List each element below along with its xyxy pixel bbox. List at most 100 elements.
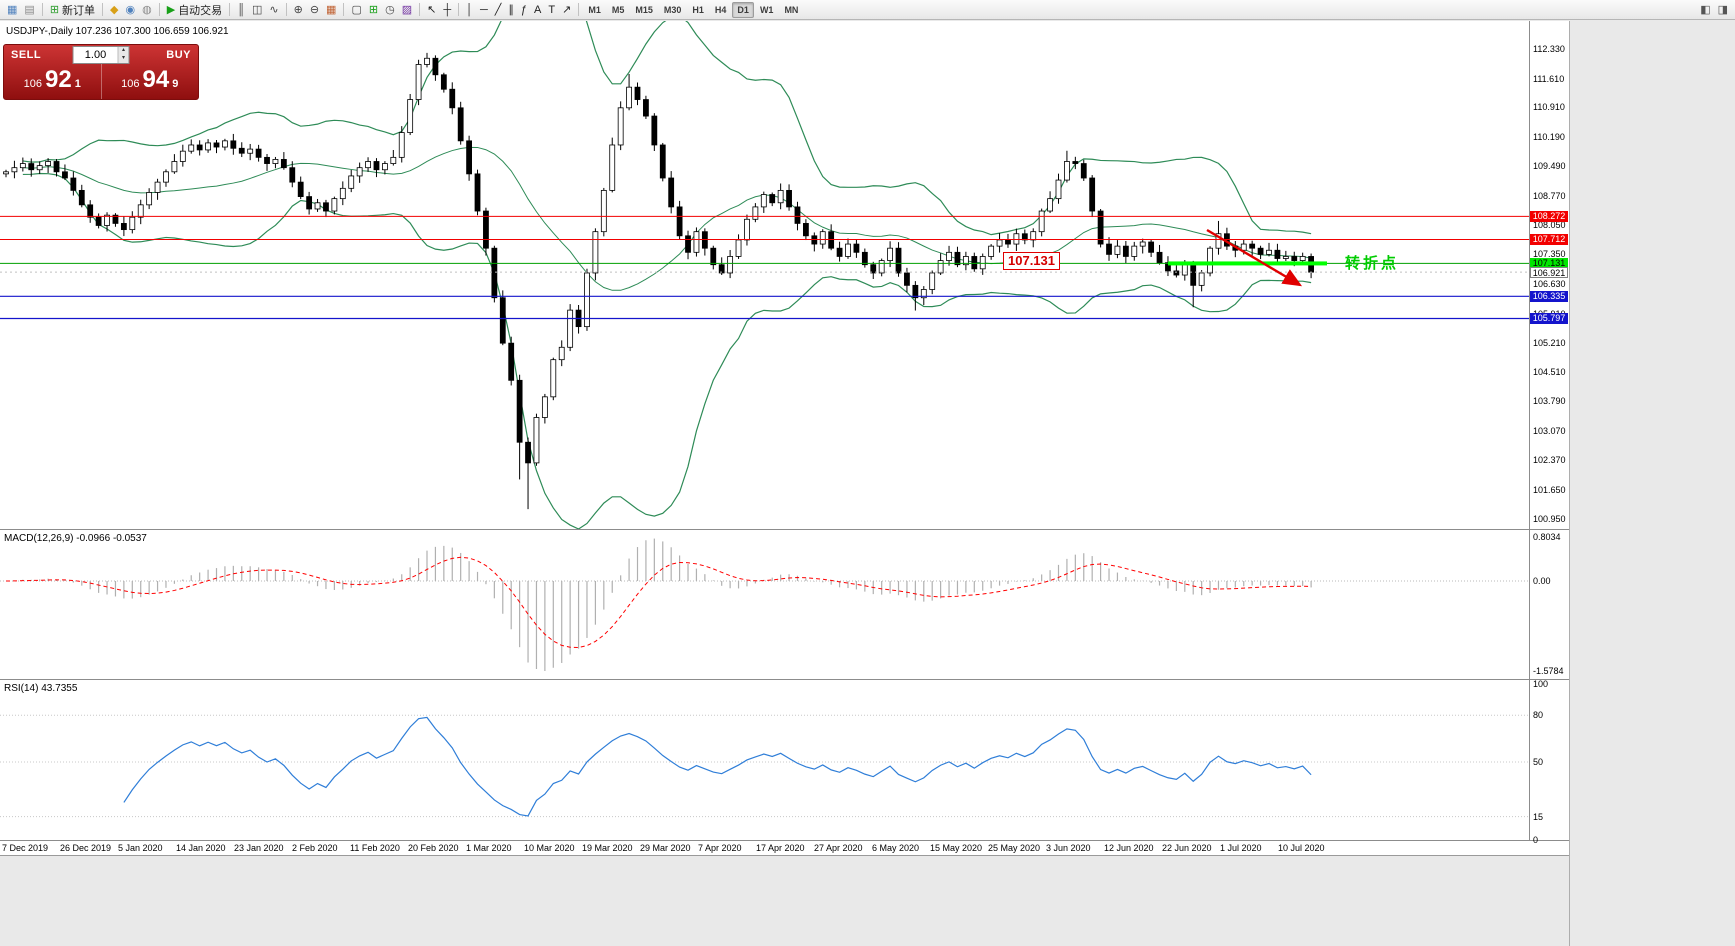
crosshair-icon[interactable]: ┼ — [440, 2, 454, 18]
new-chart-icon[interactable]: ▦ — [4, 2, 20, 18]
indicators-icon: ⊞ — [368, 3, 379, 16]
text-icon[interactable]: A — [531, 2, 544, 18]
volume-down-button[interactable]: ▾ — [118, 55, 129, 63]
auto-scroll-icon: ◨ — [1717, 3, 1728, 16]
navigator-icon[interactable]: ◍ — [139, 2, 155, 18]
toolbar-separator — [458, 3, 460, 16]
buy-label: BUY — [166, 48, 191, 61]
chart-shift-icon: ◧ — [1700, 3, 1711, 16]
navigator-icon: ◍ — [142, 3, 152, 16]
templates-icon[interactable]: ▨ — [399, 2, 415, 18]
workspace-bottom — [0, 856, 1569, 946]
new-order-button-label: 新订单 — [62, 4, 96, 17]
arrows-icon[interactable]: ↗ — [559, 2, 574, 18]
sell-label: SELL — [11, 48, 42, 61]
toolbar-separator — [41, 3, 43, 16]
sell-price-prefix: 106 — [23, 78, 43, 90]
bar-chart-icon[interactable]: ║ — [234, 2, 248, 18]
turning-point-annotation: 转折点 — [1345, 255, 1400, 272]
zoom-out-icon: ⊖ — [309, 3, 320, 16]
buy-button[interactable]: 106 94 9 — [102, 64, 199, 99]
autotrade-button[interactable]: ▶ 自动交易 — [164, 2, 225, 18]
zoom-in-icon: ⊕ — [293, 3, 303, 16]
autotrade-icon: ▶ — [166, 3, 176, 16]
toolbar: ▦ ▤ ⊞ 新订单 ◆ ◉ ◍ ▶ 自动交易 ║ ◫ ∿ ⊕ ⊖ ▦ ▢ ⊞ ◷ ▨ ↖ ┼ │ ─ ╱ ∥ ƒ A T ↗ M1 M5 M1… — [0, 0, 1735, 20]
vertical-line-icon[interactable]: │ — [463, 2, 476, 18]
market-watch-icon[interactable]: ◆ — [107, 2, 121, 18]
symbol-info: USDJPY-,Daily 107.236 107.300 106.659 10… — [6, 26, 229, 37]
fibonacci-icon[interactable]: ƒ — [518, 2, 530, 18]
timeframe-m15[interactable]: M15 — [635, 4, 653, 15]
toolbar-separator — [285, 3, 287, 16]
periods-icon[interactable]: ◷ — [382, 2, 398, 18]
timeframe-mn[interactable]: MN — [784, 4, 799, 15]
line-chart-icon[interactable]: ∿ — [266, 2, 281, 18]
zoom-out-icon[interactable]: ⊖ — [307, 2, 322, 18]
bar-chart-icon: ║ — [237, 3, 245, 16]
support-line-segment — [1168, 261, 1327, 266]
timeframe-h4[interactable]: H4 — [714, 4, 727, 15]
profiles-icon: ▤ — [24, 3, 35, 16]
candlestick-chart-icon[interactable]: ◫ — [249, 2, 265, 18]
new-order-button[interactable]: ⊞ 新订单 — [47, 2, 98, 18]
new-chart-icon: ▦ — [7, 3, 18, 16]
price-annotation: 107.131 — [1003, 252, 1060, 270]
volume-input[interactable] — [73, 47, 118, 63]
text-icon: A — [534, 3, 542, 16]
timeframe-m1[interactable]: M1 — [588, 4, 601, 15]
one-click-header: SELL ▴ ▾ BUY — [4, 45, 198, 64]
toolbar-separator — [102, 3, 104, 16]
sell-price-big: 92 — [45, 66, 72, 93]
volume-stepper[interactable]: ▴ ▾ — [72, 46, 130, 64]
fibonacci-icon: ƒ — [520, 3, 528, 16]
tile-windows-icon[interactable]: ▦ — [323, 2, 339, 18]
trend-arrow — [1206, 228, 1303, 287]
one-click-prices: 106 92 1 106 94 9 — [4, 64, 198, 99]
cursor-icon[interactable]: ↖ — [424, 2, 439, 18]
sell-button[interactable]: 106 92 1 — [4, 64, 102, 99]
templates-icon: ▨ — [401, 3, 413, 16]
trendline-icon[interactable]: ╱ — [492, 2, 505, 18]
trendline-icon: ╱ — [494, 3, 502, 16]
chart-window[interactable]: 112.330 111.610 110.910 110.190 109.490 108.7… — [0, 21, 1569, 856]
objects-list-icon[interactable]: ▢ — [348, 2, 364, 18]
tile-windows-icon: ▦ — [326, 3, 337, 16]
crosshair-icon: ┼ — [443, 3, 452, 16]
market-watch-icon: ◆ — [110, 3, 119, 16]
timeframe-m30[interactable]: M30 — [663, 4, 682, 15]
buy-price-pip: 9 — [172, 78, 179, 90]
rsi-label: RSI(14) 43.7355 — [4, 683, 78, 694]
toolbar-separator — [578, 3, 580, 16]
chart-canvas[interactable] — [0, 21, 1569, 855]
buy-price-big: 94 — [142, 66, 170, 93]
timeframe-d1[interactable]: D1 — [732, 1, 754, 18]
timeframe-h1[interactable]: H1 — [692, 4, 704, 15]
objects-list-icon: ▢ — [351, 3, 362, 16]
channel-icon: ∥ — [508, 3, 514, 16]
periods-icon: ◷ — [385, 3, 395, 16]
arrows-icon: ↗ — [562, 3, 572, 16]
volume-up-button[interactable]: ▴ — [118, 47, 129, 55]
label-icon: T — [548, 3, 556, 16]
vertical-line-icon: │ — [466, 3, 473, 16]
auto-scroll-icon[interactable]: ◨ — [1715, 2, 1731, 18]
label-icon[interactable]: T — [545, 2, 558, 18]
timeframe-w1[interactable]: W1 — [759, 4, 774, 15]
autotrade-button-label: 自动交易 — [178, 4, 223, 17]
volume-spinner: ▴ ▾ — [117, 47, 129, 63]
toolbar-separator — [343, 3, 345, 16]
new-order-icon: ⊞ — [49, 3, 60, 16]
horizontal-line-icon: ─ — [479, 3, 488, 16]
channel-icon[interactable]: ∥ — [505, 2, 517, 18]
toolbar-separator — [419, 3, 421, 16]
chart-shift-icon[interactable]: ◧ — [1697, 2, 1713, 18]
candlestick-chart-icon: ◫ — [251, 3, 263, 16]
profiles-icon[interactable]: ▤ — [21, 2, 37, 18]
buy-price-prefix: 106 — [121, 78, 140, 90]
zoom-in-icon[interactable]: ⊕ — [291, 2, 306, 18]
timeframe-m5[interactable]: M5 — [611, 4, 625, 15]
indicators-icon[interactable]: ⊞ — [366, 2, 381, 18]
horizontal-line-icon[interactable]: ─ — [477, 2, 491, 18]
data-window-icon[interactable]: ◉ — [123, 2, 139, 18]
